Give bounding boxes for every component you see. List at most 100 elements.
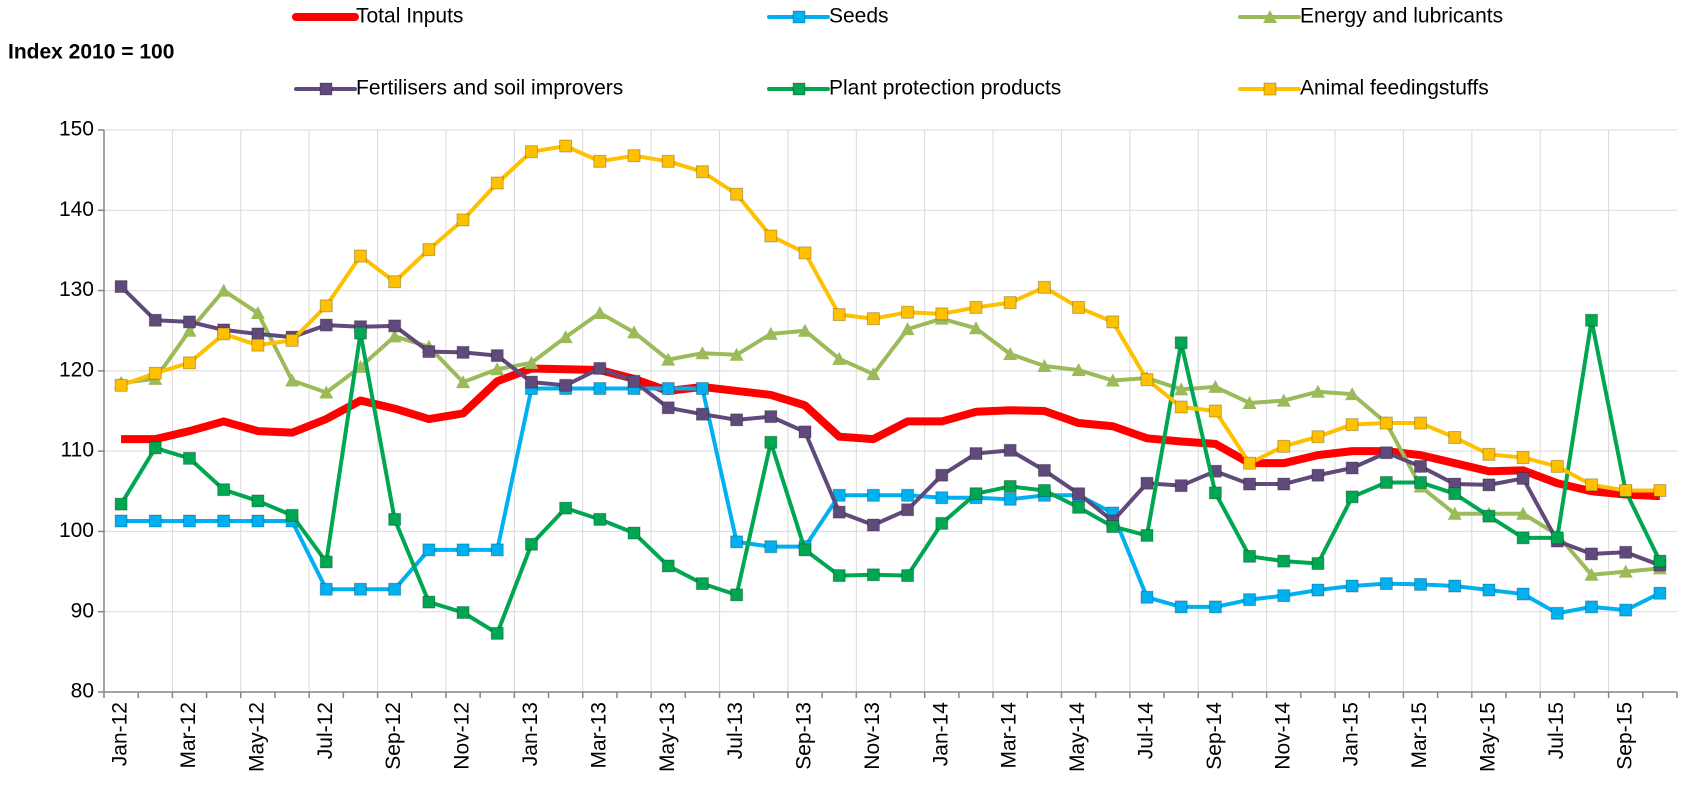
x-tick-label: Mar-12 bbox=[177, 702, 200, 769]
x-tick-label: Nov-14 bbox=[1271, 702, 1294, 770]
marker bbox=[901, 503, 915, 517]
marker bbox=[1263, 82, 1277, 96]
marker bbox=[764, 540, 778, 554]
marker bbox=[524, 375, 538, 389]
x-tick-label: Jan-14 bbox=[929, 702, 952, 767]
marker bbox=[866, 518, 880, 532]
x-tick-label: Jul-13 bbox=[724, 702, 747, 759]
marker bbox=[1585, 313, 1599, 327]
marker bbox=[524, 355, 539, 369]
marker bbox=[490, 626, 504, 640]
marker bbox=[1585, 547, 1599, 561]
marker bbox=[524, 145, 538, 159]
marker bbox=[182, 315, 196, 329]
marker bbox=[661, 559, 675, 573]
marker bbox=[1414, 475, 1428, 489]
marker bbox=[1482, 447, 1496, 461]
marker bbox=[319, 299, 333, 313]
x-tick-label: May-15 bbox=[1476, 702, 1499, 772]
marker bbox=[1448, 430, 1462, 444]
marker bbox=[1072, 500, 1086, 514]
marker bbox=[1448, 487, 1462, 501]
marker bbox=[456, 345, 470, 359]
marker bbox=[1174, 382, 1189, 396]
marker bbox=[627, 149, 641, 163]
marker bbox=[798, 323, 813, 337]
marker bbox=[1447, 506, 1462, 520]
marker bbox=[1516, 451, 1530, 465]
marker bbox=[1208, 404, 1222, 418]
marker bbox=[1310, 384, 1325, 398]
marker bbox=[695, 407, 709, 421]
marker bbox=[764, 229, 778, 243]
x-tick-label: Mar-14 bbox=[998, 702, 1021, 769]
marker bbox=[1619, 545, 1633, 559]
series bbox=[114, 313, 1667, 640]
marker bbox=[285, 508, 299, 522]
y-tick-label: 110 bbox=[61, 439, 94, 462]
marker bbox=[1174, 336, 1188, 350]
y-tick-label: 120 bbox=[59, 358, 94, 381]
marker bbox=[730, 187, 744, 201]
marker bbox=[1516, 471, 1530, 485]
marker bbox=[1482, 509, 1496, 523]
marker bbox=[285, 333, 299, 347]
marker bbox=[456, 543, 470, 557]
marker bbox=[319, 582, 333, 596]
marker bbox=[730, 535, 744, 549]
marker bbox=[866, 367, 881, 381]
marker bbox=[1311, 583, 1325, 597]
marker bbox=[901, 569, 915, 583]
marker bbox=[1311, 468, 1325, 482]
x-tick-label: Jul-14 bbox=[1135, 702, 1158, 760]
marker bbox=[1037, 280, 1051, 294]
marker bbox=[1345, 461, 1359, 475]
marker bbox=[251, 338, 265, 352]
marker bbox=[1037, 463, 1051, 477]
marker bbox=[764, 410, 778, 424]
marker bbox=[148, 366, 162, 380]
x-tick-label: Sep-13 bbox=[793, 702, 816, 770]
marker bbox=[627, 325, 642, 339]
marker bbox=[792, 82, 806, 96]
marker bbox=[1379, 475, 1393, 489]
marker bbox=[1276, 393, 1291, 407]
x-tick-label: Mar-13 bbox=[587, 702, 610, 769]
legend-label: Total Inputs bbox=[356, 5, 463, 28]
series-line bbox=[120, 288, 1661, 577]
marker bbox=[866, 312, 880, 326]
y-axis-label: Index 2010 = 100 bbox=[8, 41, 174, 64]
marker bbox=[1003, 346, 1018, 360]
marker bbox=[1585, 478, 1599, 492]
series-line bbox=[121, 386, 1661, 616]
marker bbox=[764, 435, 778, 449]
marker bbox=[1653, 586, 1667, 600]
marker bbox=[1414, 459, 1428, 473]
marker bbox=[388, 319, 402, 333]
series bbox=[114, 382, 1667, 620]
y-tick-label: 150 bbox=[59, 118, 94, 141]
x-tick-label: Sep-14 bbox=[1203, 702, 1226, 770]
marker bbox=[1345, 418, 1359, 432]
marker bbox=[695, 577, 709, 591]
marker bbox=[388, 512, 402, 526]
marker bbox=[1140, 476, 1154, 490]
y-tick-label: 140 bbox=[59, 198, 94, 221]
marker bbox=[1037, 483, 1051, 497]
marker bbox=[490, 349, 504, 363]
marker bbox=[422, 595, 436, 609]
y-tick-label: 90 bbox=[71, 599, 94, 622]
marker bbox=[1003, 443, 1017, 457]
x-tick-label: Jan-12 bbox=[109, 702, 132, 766]
marker bbox=[490, 176, 504, 190]
marker bbox=[1379, 416, 1393, 430]
marker bbox=[969, 487, 983, 501]
marker bbox=[559, 378, 573, 392]
marker bbox=[763, 326, 778, 340]
marker bbox=[353, 582, 367, 596]
marker bbox=[148, 313, 162, 327]
marker bbox=[593, 512, 607, 526]
marker bbox=[1345, 490, 1359, 504]
marker bbox=[353, 249, 367, 263]
